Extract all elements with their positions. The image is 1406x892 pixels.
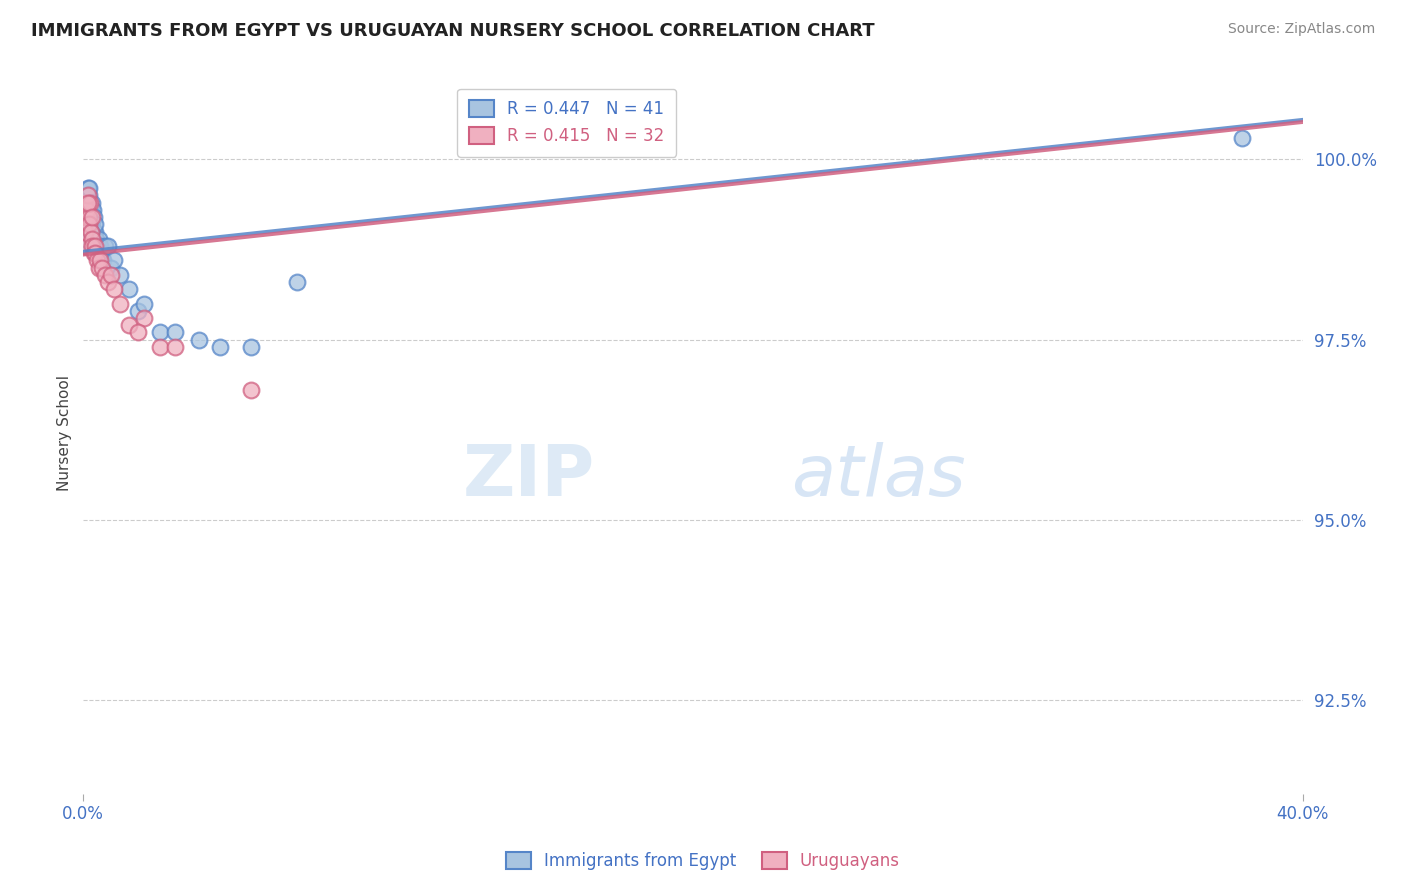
Point bbox=[79, 217, 101, 231]
Point bbox=[80, 225, 103, 239]
Point bbox=[83, 210, 105, 224]
Point bbox=[97, 275, 120, 289]
Legend: R = 0.447   N = 41, R = 0.415   N = 32: R = 0.447 N = 41, R = 0.415 N = 32 bbox=[457, 88, 676, 156]
Point bbox=[82, 239, 104, 253]
Point bbox=[93, 239, 115, 253]
Point bbox=[163, 340, 186, 354]
Point bbox=[76, 202, 98, 217]
Point bbox=[76, 195, 98, 210]
Point bbox=[77, 210, 100, 224]
Y-axis label: Nursery School: Nursery School bbox=[58, 376, 72, 491]
Point bbox=[1230, 131, 1253, 145]
Point bbox=[240, 383, 263, 397]
Point bbox=[75, 232, 97, 246]
Point bbox=[90, 246, 112, 260]
Point bbox=[83, 239, 105, 253]
Point bbox=[79, 188, 101, 202]
Point bbox=[77, 210, 100, 224]
Point bbox=[86, 253, 108, 268]
Point bbox=[134, 296, 156, 310]
Point bbox=[285, 275, 308, 289]
Point bbox=[76, 188, 98, 202]
Point bbox=[89, 253, 111, 268]
Point bbox=[148, 340, 170, 354]
Point bbox=[209, 340, 232, 354]
Point bbox=[76, 188, 98, 202]
Point bbox=[73, 239, 96, 253]
Text: atlas: atlas bbox=[790, 442, 966, 511]
Point bbox=[86, 239, 108, 253]
Point bbox=[103, 282, 125, 296]
Point bbox=[84, 217, 107, 231]
Point bbox=[89, 239, 111, 253]
Point bbox=[240, 340, 263, 354]
Point bbox=[100, 260, 122, 275]
Point bbox=[73, 239, 96, 253]
Point bbox=[84, 246, 107, 260]
Point bbox=[83, 246, 105, 260]
Point bbox=[75, 225, 97, 239]
Point bbox=[163, 326, 186, 340]
Point bbox=[75, 225, 97, 239]
Point bbox=[76, 181, 98, 195]
Point bbox=[75, 210, 97, 224]
Point bbox=[97, 239, 120, 253]
Point bbox=[103, 253, 125, 268]
Point bbox=[188, 333, 211, 347]
Point bbox=[87, 232, 110, 246]
Point bbox=[80, 225, 103, 239]
Point bbox=[79, 195, 101, 210]
Point bbox=[127, 326, 149, 340]
Text: Source: ZipAtlas.com: Source: ZipAtlas.com bbox=[1227, 22, 1375, 37]
Point bbox=[82, 202, 104, 217]
Point bbox=[148, 326, 170, 340]
Point bbox=[75, 195, 97, 210]
Point bbox=[80, 217, 103, 231]
Point bbox=[87, 260, 110, 275]
Point bbox=[108, 268, 131, 282]
Point bbox=[82, 210, 104, 224]
Point bbox=[75, 195, 97, 210]
Point bbox=[80, 232, 103, 246]
Point bbox=[91, 253, 114, 268]
Point bbox=[134, 311, 156, 326]
Point bbox=[76, 202, 98, 217]
Point bbox=[108, 296, 131, 310]
Point bbox=[100, 268, 122, 282]
Point bbox=[90, 260, 112, 275]
Text: ZIP: ZIP bbox=[463, 442, 596, 511]
Point bbox=[127, 303, 149, 318]
Point bbox=[80, 202, 103, 217]
Point bbox=[118, 282, 141, 296]
Text: IMMIGRANTS FROM EGYPT VS URUGUAYAN NURSERY SCHOOL CORRELATION CHART: IMMIGRANTS FROM EGYPT VS URUGUAYAN NURSE… bbox=[31, 22, 875, 40]
Point bbox=[79, 181, 101, 195]
Point bbox=[83, 225, 105, 239]
Point bbox=[93, 268, 115, 282]
Point bbox=[118, 318, 141, 333]
Point bbox=[75, 210, 97, 224]
Legend: Immigrants from Egypt, Uruguayans: Immigrants from Egypt, Uruguayans bbox=[499, 845, 907, 877]
Point bbox=[79, 195, 101, 210]
Point bbox=[82, 195, 104, 210]
Point bbox=[84, 232, 107, 246]
